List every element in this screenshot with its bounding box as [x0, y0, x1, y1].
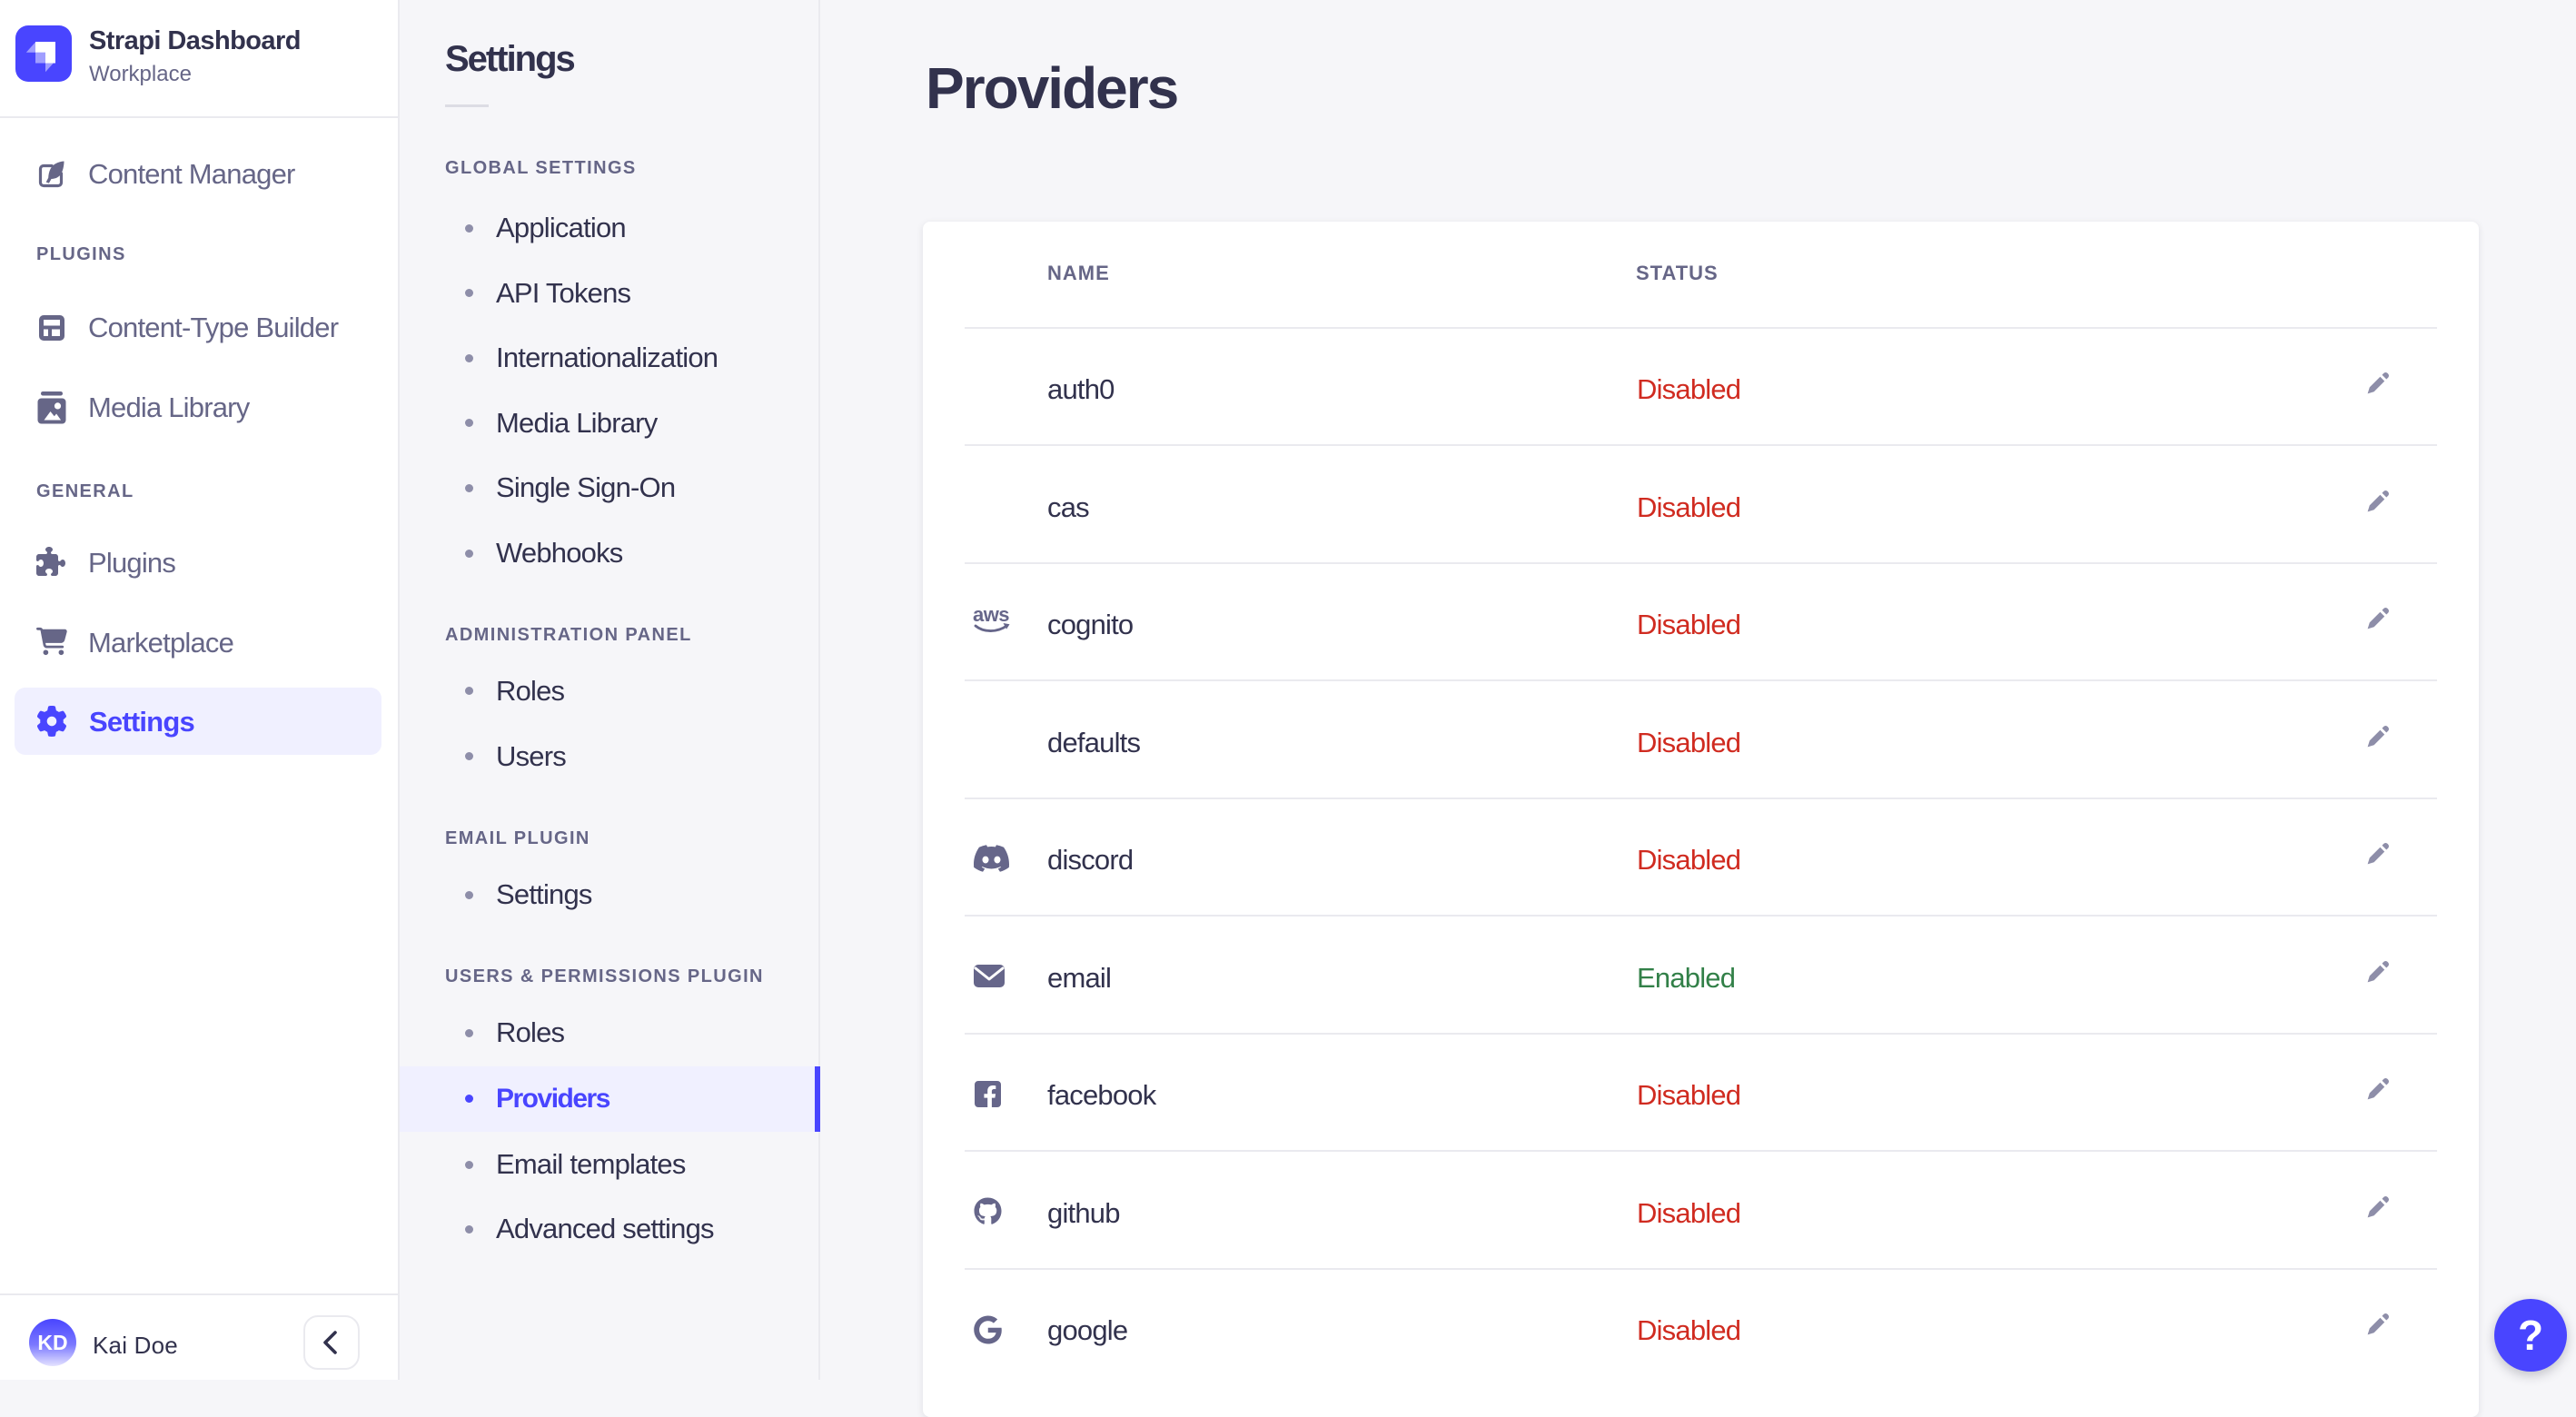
svg-text:aws: aws	[973, 605, 1009, 626]
